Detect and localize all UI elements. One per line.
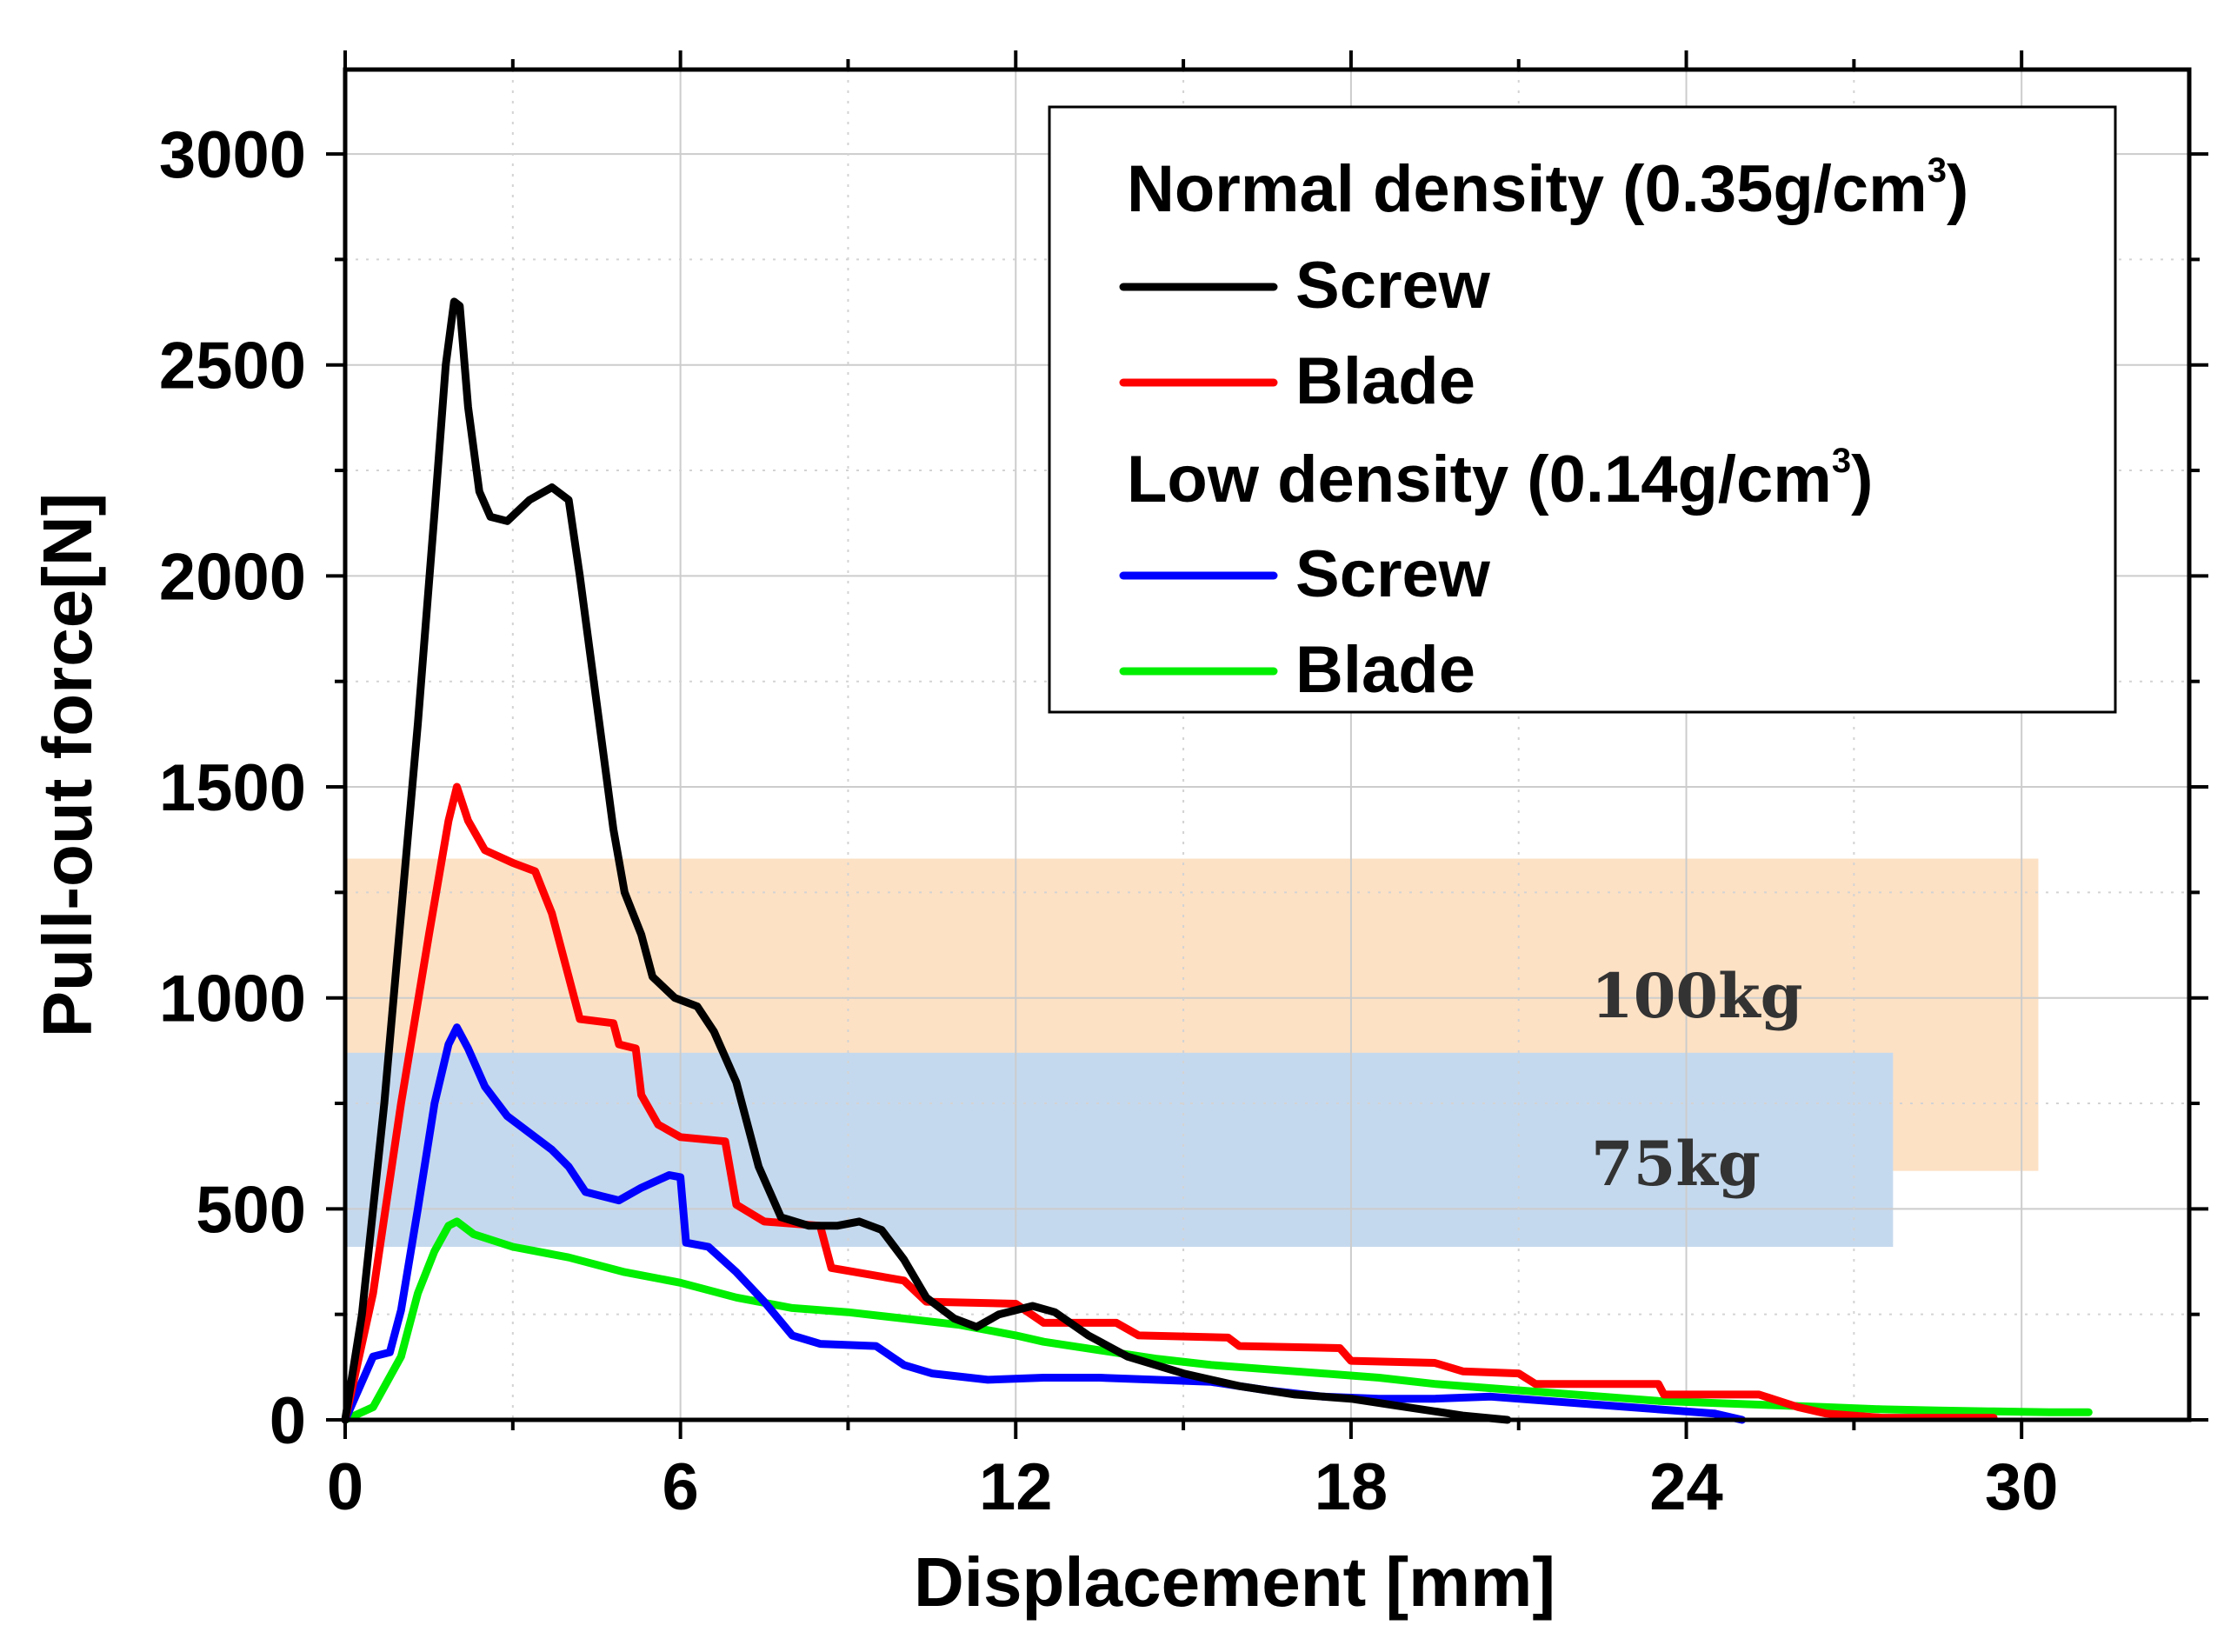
x-tick-label: 12 [979, 1450, 1053, 1524]
series-lines [341, 297, 2093, 1424]
legend-group-normal-density: Normal density (0.35g/cm3) [1127, 151, 1968, 226]
x-tick-label: 24 [1649, 1450, 1723, 1524]
x-tick-label: 6 [662, 1450, 698, 1524]
y-axis-title: Pull-out force[N] [29, 493, 106, 1038]
axis-ticks: 0 6 12 18 24 30 0 500 1000 1500 2000 2500 3000 [159, 50, 2208, 1524]
series-normal-density-screw [341, 297, 1512, 1424]
y-tick-label: 1000 [159, 963, 306, 1036]
load-bands [345, 858, 2039, 1248]
y-tick-label: 1500 [159, 751, 306, 825]
legend-label-low-screw: Screw [1295, 537, 1491, 611]
series-low-density-blade [341, 1217, 2093, 1424]
legend-label-normal-screw: Screw [1295, 249, 1491, 323]
plot-frame [343, 67, 2192, 1422]
y-tick-label: 0 [270, 1384, 306, 1458]
legend-box [1048, 105, 2117, 714]
x-tick-label: 30 [1985, 1450, 2059, 1524]
legend-group-low-density: Low density (0.14g/cm3) [1127, 442, 1873, 516]
band-75kg [345, 1052, 1894, 1248]
band-label-75kg: 75kg [1591, 1128, 1761, 1200]
x-tick-label: 0 [327, 1450, 363, 1524]
legend: Normal density (0.35g/cm3) Screw Blade L… [1048, 105, 2117, 714]
y-tick-label: 2500 [159, 330, 306, 403]
x-axis-title: Displacement [mm] [914, 1543, 1555, 1621]
band-label-100kg: 100kg [1591, 960, 1803, 1032]
y-tick-label: 500 [196, 1173, 306, 1247]
y-tick-label: 2000 [159, 540, 306, 614]
x-tick-label: 18 [1315, 1450, 1388, 1524]
legend-label-normal-blade: Blade [1295, 344, 1475, 418]
y-tick-label: 3000 [159, 118, 306, 192]
legend-label-low-blade: Blade [1295, 633, 1475, 707]
